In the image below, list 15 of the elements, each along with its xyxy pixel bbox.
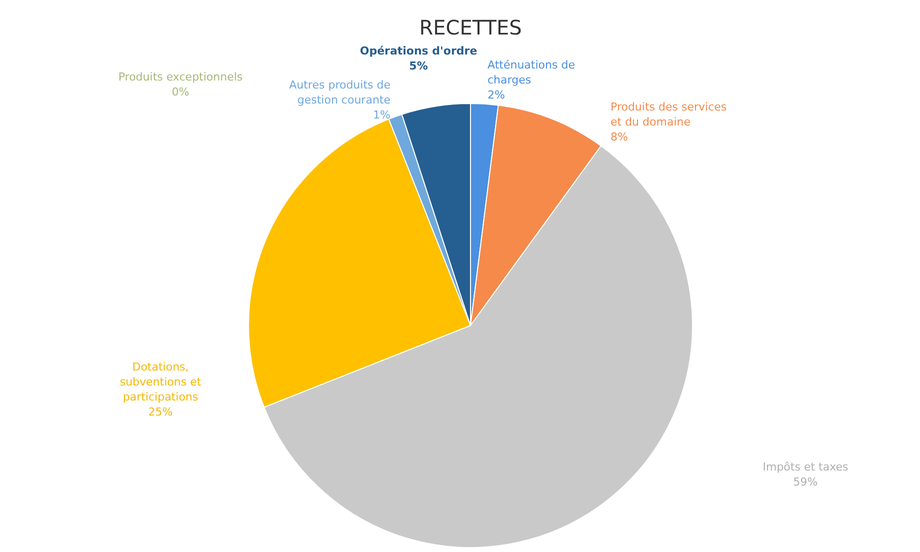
category-label: Produits exceptionnels — [118, 70, 243, 84]
slice-label: Dotations, subventions et participations — [120, 360, 202, 404]
slice-label: Autres produits de gestion courante — [289, 78, 391, 106]
data-label: 2% — [488, 88, 505, 102]
text: 0% — [172, 86, 190, 98]
data-label: 5% — [409, 60, 428, 72]
slice-label: Produits des services et du domaine — [610, 100, 727, 128]
slice-label: Atténuations de charges — [488, 58, 576, 86]
chart-title: RECETTES — [419, 16, 522, 40]
slice-label: Impôts et taxes — [762, 460, 849, 474]
data-label: 59% — [793, 476, 818, 488]
data-label: 8% — [610, 130, 628, 144]
data-label: 25% — [148, 406, 173, 418]
data-label: 1% — [373, 108, 390, 122]
slice-label: Opérations d'ordre — [360, 44, 478, 58]
